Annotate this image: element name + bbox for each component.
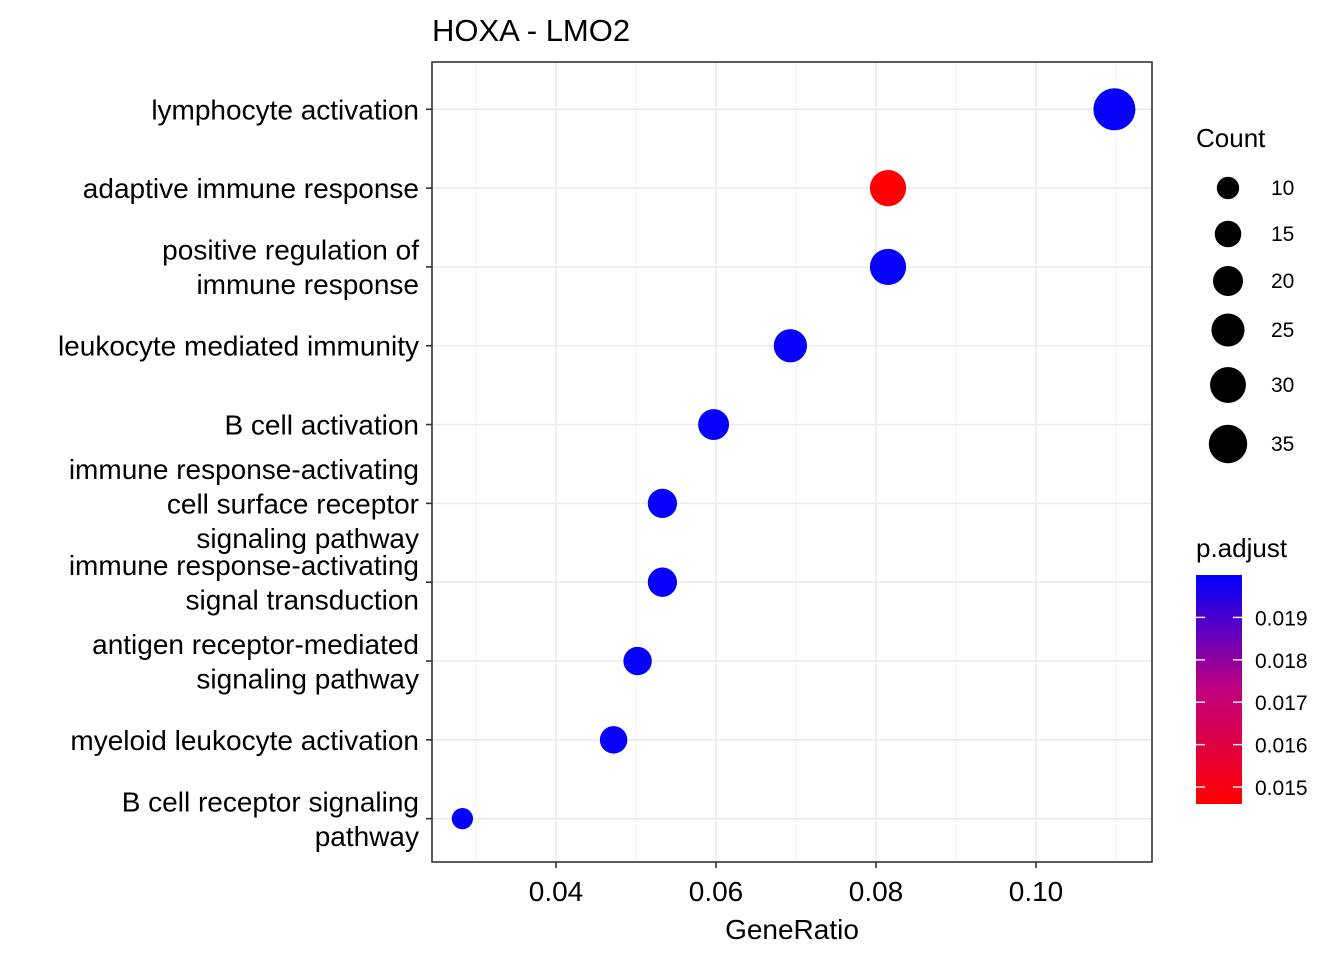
p-adjust-colorbar bbox=[1196, 575, 1242, 804]
y-tick-label: leukocyte mediated immunity bbox=[58, 331, 419, 362]
count-legend-key bbox=[1212, 265, 1244, 297]
data-point bbox=[1093, 88, 1136, 131]
y-tick-label: adaptive immune response bbox=[83, 173, 419, 204]
y-tick-label: B cell receptor signaling bbox=[122, 786, 419, 817]
data-point bbox=[647, 567, 678, 597]
count-legend-label: 25 bbox=[1271, 319, 1294, 342]
y-tick-label: immune response bbox=[196, 269, 419, 300]
colorbar-label: 0.019 bbox=[1255, 607, 1308, 630]
y-tick-label: immune response-activating bbox=[69, 454, 419, 485]
data-points bbox=[451, 88, 1136, 830]
data-point bbox=[599, 726, 628, 754]
colorbar-label: 0.015 bbox=[1255, 777, 1308, 800]
count-legend-key bbox=[1216, 176, 1240, 200]
count-legend-key bbox=[1208, 424, 1248, 464]
data-point bbox=[869, 248, 907, 286]
p-adjust-legend: p.adjust 0.019 0.018 0.017 0.016 0.015 bbox=[1196, 533, 1308, 804]
chart-title: HOXA - LMO2 bbox=[432, 13, 630, 48]
y-tick-label: B cell activation bbox=[224, 410, 419, 441]
count-legend-key bbox=[1214, 220, 1242, 248]
colorbar-label: 0.017 bbox=[1255, 692, 1308, 715]
y-tick-label: positive regulation of bbox=[162, 235, 419, 266]
y-tick-label: myeloid leukocyte activation bbox=[70, 725, 419, 756]
data-point bbox=[451, 808, 474, 830]
x-tick-label: 0.08 bbox=[849, 876, 904, 907]
count-legend-key bbox=[1211, 313, 1245, 347]
count-legend-key bbox=[1210, 367, 1246, 403]
data-point bbox=[647, 488, 678, 519]
count-legend: Count 10 15 20 25 30 35 bbox=[1196, 123, 1294, 464]
x-tick-label: 0.10 bbox=[1009, 876, 1064, 907]
count-legend-label: 20 bbox=[1271, 270, 1294, 293]
colorbar-label: 0.016 bbox=[1255, 735, 1308, 758]
x-axis: 0.04 0.06 0.08 0.10 bbox=[529, 862, 1064, 907]
x-axis-label: GeneRatio bbox=[725, 914, 859, 945]
y-tick-label: antigen receptor-mediated bbox=[92, 629, 419, 660]
y-tick-label: cell surface receptor bbox=[167, 488, 419, 519]
data-point bbox=[869, 170, 907, 207]
p-adjust-legend-title: p.adjust bbox=[1196, 533, 1288, 563]
y-axis: lymphocyte activation adaptive immune res… bbox=[58, 94, 432, 852]
y-tick-label: lymphocyte activation bbox=[151, 94, 419, 125]
count-legend-title: Count bbox=[1196, 123, 1266, 153]
plot-panel bbox=[432, 62, 1152, 862]
count-legend-label: 10 bbox=[1271, 177, 1294, 200]
count-legend-label: 35 bbox=[1271, 433, 1294, 456]
colorbar-label: 0.018 bbox=[1255, 650, 1308, 673]
y-tick-label: signaling pathway bbox=[196, 523, 419, 554]
x-tick-label: 0.06 bbox=[689, 876, 744, 907]
y-tick-label: signal transduction bbox=[186, 584, 419, 615]
y-tick-label: signaling pathway bbox=[196, 663, 419, 694]
data-point bbox=[773, 329, 808, 363]
count-legend-label: 15 bbox=[1271, 223, 1294, 246]
plot-border bbox=[431, 61, 1153, 863]
y-tick-label: immune response-activating bbox=[69, 550, 419, 581]
data-point bbox=[698, 409, 730, 441]
x-tick-label: 0.04 bbox=[529, 876, 584, 907]
y-tick-label: pathway bbox=[315, 821, 419, 852]
count-legend-label: 30 bbox=[1271, 374, 1294, 397]
data-point bbox=[623, 646, 652, 676]
